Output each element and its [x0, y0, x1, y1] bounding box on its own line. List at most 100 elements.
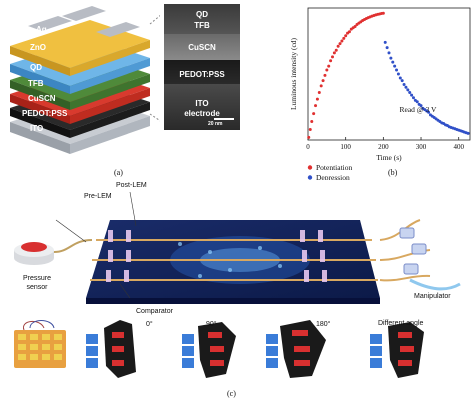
depression-point	[404, 85, 408, 89]
potentiation-point	[307, 135, 311, 139]
read-annotation: Read @ 3 V	[400, 105, 438, 114]
layer-label-zno: ZnO	[30, 43, 46, 52]
depression-point	[391, 60, 395, 64]
potentiation-point	[315, 97, 319, 101]
potentiation-point	[342, 36, 346, 40]
depression-point	[411, 96, 415, 100]
label-angle-0: 0°	[146, 321, 153, 328]
label-angle-180: 180°	[316, 321, 331, 328]
depression-point	[427, 110, 431, 114]
layer-label-ag: Ag	[36, 25, 47, 34]
potentiation-point	[334, 48, 338, 52]
depression-point	[393, 64, 397, 68]
layer-ag	[28, 6, 140, 37]
depression-point	[400, 79, 404, 83]
potentiation-point	[332, 51, 336, 55]
x-axis-label: Time (s)	[376, 153, 402, 162]
manipulator-icon	[379, 219, 461, 291]
depression-point	[419, 104, 423, 108]
tem-label-ito: ITO	[195, 99, 209, 108]
tem-label-qd: QD	[196, 10, 208, 19]
potentiation-point	[319, 84, 323, 88]
potentiation-point	[308, 127, 312, 131]
depression-point	[398, 76, 402, 80]
potentiation-point	[329, 59, 333, 63]
scale-bar-label: 20 nm	[208, 121, 223, 127]
potentiation-point	[325, 68, 329, 72]
tem-label-electrode: electrode	[184, 109, 220, 118]
layer-label-pedot: PEDOT:PSS	[22, 109, 68, 118]
layer-label-cuscn: CuSCN	[28, 94, 56, 103]
label-pre-lem: Pre-LEM	[84, 193, 112, 200]
label-comparator: Comparator	[136, 308, 173, 315]
potentiation-point	[317, 90, 321, 94]
potentiation-point	[323, 73, 327, 77]
scale-bar	[214, 118, 234, 120]
potentiation-point	[321, 79, 325, 83]
potentiation-point	[336, 44, 340, 48]
panel-a-label: (a)	[114, 168, 123, 177]
legend-depression-marker	[307, 175, 313, 180]
potentiation-point	[347, 30, 351, 34]
x-tick-label: 100	[340, 143, 351, 151]
potentiation-point	[330, 55, 334, 59]
device-stack-diagram: Ag ZnO QD TFB CuSCN PEDOT:PSS ITO	[10, 6, 160, 154]
circuit-board	[86, 220, 380, 304]
panel-a: Ag ZnO QD TFB CuSCN PEDOT:PSS ITO QD TFB…	[0, 0, 240, 180]
robot-hand-90deg	[182, 322, 236, 378]
label-post-lem: Post-LEM	[116, 182, 147, 189]
layer-label-ito: ITO	[30, 124, 43, 133]
depression-point	[406, 88, 410, 92]
depression-point	[389, 56, 393, 60]
potentiation-point	[340, 39, 344, 43]
plot-frame	[307, 7, 471, 141]
depression-point	[387, 51, 391, 55]
y-axis-label: Luminous intensity (cd)	[289, 37, 298, 110]
potentiation-point	[381, 11, 385, 15]
legend-potentiation-label: Potentiation	[316, 163, 352, 172]
luminance-chart: 0 100 200 300 400 Time (s) Luminous intensity …	[289, 7, 471, 180]
robot-hand-0deg	[86, 320, 136, 378]
potentiation-point	[314, 104, 318, 108]
potentiation-point	[327, 64, 331, 68]
potentiation-point	[338, 42, 342, 46]
neural-circuit-diagram	[14, 191, 461, 304]
tem-label-tfb: TFB	[194, 21, 210, 30]
potentiation-point	[353, 24, 357, 28]
label-angle-90: 90°	[206, 321, 217, 328]
depression-point	[408, 90, 412, 94]
pressure-sensor-icon	[14, 239, 93, 265]
panel-c: Post-LEM Pre-LEM Pressure sensor Compara…	[0, 180, 474, 404]
legend-depression-label: Depression	[316, 173, 350, 180]
panel-b-label: (b)	[388, 168, 398, 177]
robot-hand-photos	[14, 320, 424, 378]
robot-hand-different-angle	[370, 322, 424, 378]
robot-hand-180deg	[266, 320, 326, 378]
depression-point	[383, 40, 387, 44]
depression-point	[385, 46, 389, 50]
depression-point	[415, 100, 419, 104]
panel-c-label: (c)	[227, 389, 236, 398]
depression-point	[396, 72, 400, 76]
depression-point	[402, 83, 406, 87]
x-tick-label: 200	[378, 143, 389, 151]
potentiation-point	[312, 112, 316, 116]
pressure-array-photo	[14, 320, 66, 368]
x-tick-label: 0	[306, 143, 310, 151]
tem-label-cuscn: CuSCN	[188, 43, 216, 52]
x-tick-label: 400	[453, 143, 464, 151]
legend-potentiation-marker	[307, 165, 313, 170]
layer-label-tfb: TFB	[28, 79, 44, 88]
panel-b: 0 100 200 300 400 Time (s) Luminous intensity …	[268, 0, 474, 180]
potentiation-point	[344, 34, 348, 38]
tem-label-pedot: PEDOT:PSS	[179, 70, 225, 79]
label-manipulator: Manipulator	[414, 293, 451, 300]
tem-image: QD TFB CuSCN PEDOT:PSS ITO electrode 20 …	[164, 4, 240, 130]
label-pressure-sensor: Pressure sensor	[22, 275, 51, 291]
depression-point	[410, 93, 414, 97]
layer-label-qd: QD	[30, 63, 42, 72]
label-different-angle: Different angle	[378, 320, 424, 327]
x-tick-label: 300	[416, 143, 427, 151]
depression-point	[395, 68, 399, 72]
potentiation-point	[310, 120, 314, 124]
